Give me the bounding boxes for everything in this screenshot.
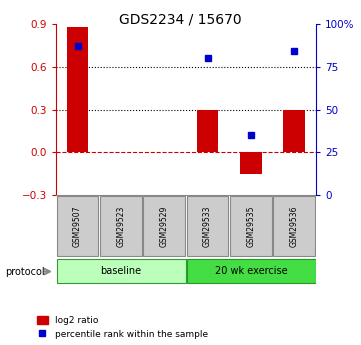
Bar	[283, 110, 305, 152]
Text: baseline: baseline	[100, 266, 142, 276]
Text: GSM29529: GSM29529	[160, 206, 169, 247]
Bar	[240, 152, 262, 174]
Text: GDS2234 / 15670: GDS2234 / 15670	[119, 12, 242, 26]
Bar	[143, 196, 185, 256]
Bar	[230, 196, 272, 256]
Bar	[100, 196, 142, 256]
Text: GSM29536: GSM29536	[290, 206, 299, 247]
Text: GSM29523: GSM29523	[117, 206, 125, 247]
Bar	[67, 27, 88, 152]
Bar	[57, 259, 186, 283]
Bar	[197, 110, 218, 152]
Bar	[187, 196, 229, 256]
Text: 20 wk exercise: 20 wk exercise	[214, 266, 287, 276]
Bar	[57, 196, 99, 256]
Text: GSM29507: GSM29507	[73, 206, 82, 247]
Text: protocol: protocol	[5, 267, 45, 276]
Legend: log2 ratio, percentile rank within the sample: log2 ratio, percentile rank within the s…	[37, 316, 208, 339]
Bar	[187, 259, 316, 283]
Text: GSM29533: GSM29533	[203, 206, 212, 247]
Text: GSM29535: GSM29535	[247, 206, 255, 247]
Bar	[273, 196, 315, 256]
